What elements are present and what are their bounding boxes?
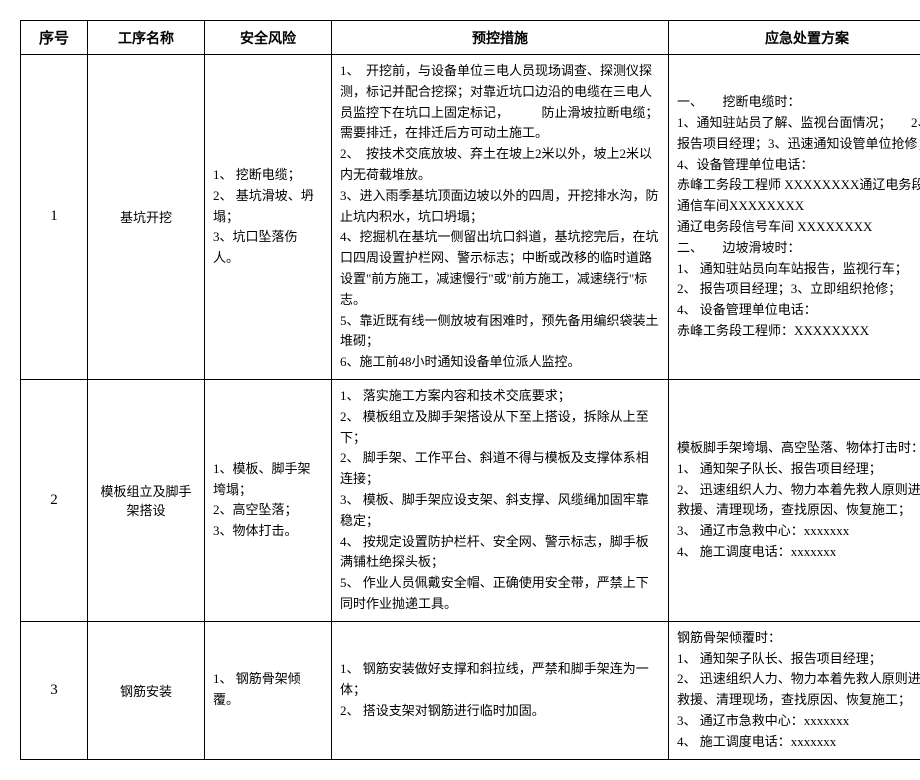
col-header-emergency: 应急处置方案 — [669, 21, 920, 55]
cell-prevent: 1、 钢筋安装做好支撑和斜拉线，严禁和脚手架连为一体； 2、 搭设支架对钢筋进行… — [332, 621, 669, 759]
col-header-prevent: 预控措施 — [332, 21, 669, 55]
cell-emergency: 一、 挖断电缆时： 1、通知驻站员了解、监视台面情况； 2、报告项目经理；3、迅… — [669, 55, 920, 380]
col-header-index: 序号 — [21, 21, 88, 55]
table-row: 1 基坑开挖 1、 挖断电缆； 2、 基坑滑坡、坍塌； 3、坑口坠落伤人。 1、… — [21, 55, 920, 380]
cell-prevent: 1、 落实施工方案内容和技术交底要求； 2、 模板组立及脚手架搭设从下至上搭设，… — [332, 379, 669, 621]
cell-name: 钢筋安装 — [88, 621, 205, 759]
cell-index: 3 — [21, 621, 88, 759]
cell-prevent: 1、 开挖前，与设备单位三电人员现场调查、探测仪探测，标记并配合挖探；对靠近坑口… — [332, 55, 669, 380]
cell-risk: 1、 挖断电缆； 2、 基坑滑坡、坍塌； 3、坑口坠落伤人。 — [205, 55, 332, 380]
table-row: 2 模板组立及脚手架搭设 1、模板、脚手架垮塌； 2、高空坠落； 3、物体打击。… — [21, 379, 920, 621]
cell-index: 1 — [21, 55, 88, 380]
cell-name: 基坑开挖 — [88, 55, 205, 380]
cell-risk: 1、模板、脚手架垮塌； 2、高空坠落； 3、物体打击。 — [205, 379, 332, 621]
col-header-risk: 安全风险 — [205, 21, 332, 55]
safety-table: 序号 工序名称 安全风险 预控措施 应急处置方案 1 基坑开挖 1、 挖断电缆；… — [20, 20, 920, 760]
table-body: 1 基坑开挖 1、 挖断电缆； 2、 基坑滑坡、坍塌； 3、坑口坠落伤人。 1、… — [21, 55, 920, 760]
col-header-name: 工序名称 — [88, 21, 205, 55]
table-row: 3 钢筋安装 1、 钢筋骨架倾覆。 1、 钢筋安装做好支撑和斜拉线，严禁和脚手架… — [21, 621, 920, 759]
cell-emergency: 钢筋骨架倾覆时： 1、 通知架子队长、报告项目经理； 2、 迅速组织人力、物力本… — [669, 621, 920, 759]
cell-emergency: 模板脚手架垮塌、高空坠落、物体打击时： 1、 通知架子队长、报告项目经理； 2、… — [669, 379, 920, 621]
cell-risk: 1、 钢筋骨架倾覆。 — [205, 621, 332, 759]
cell-name: 模板组立及脚手架搭设 — [88, 379, 205, 621]
table-header-row: 序号 工序名称 安全风险 预控措施 应急处置方案 — [21, 21, 920, 55]
cell-index: 2 — [21, 379, 88, 621]
